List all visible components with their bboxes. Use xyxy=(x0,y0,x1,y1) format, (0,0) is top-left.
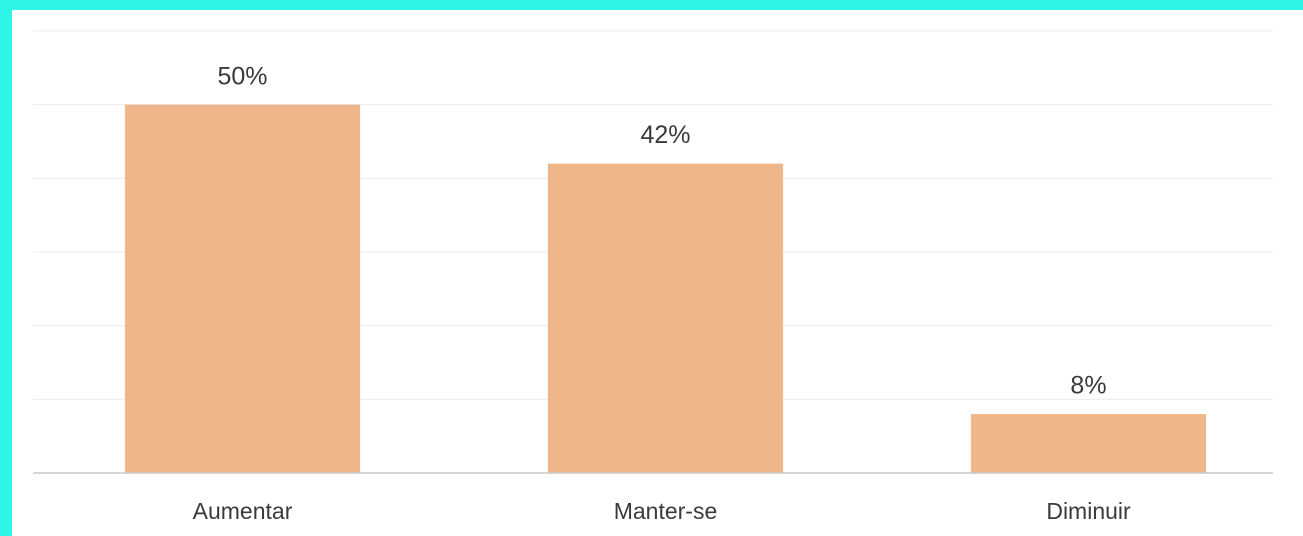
chart: 50% Aumentar 42% Manter-se 8% Diminuir xyxy=(12,10,1303,536)
bar xyxy=(970,414,1207,473)
x-tick-label: Manter-se xyxy=(614,498,718,524)
x-tick-label: Aumentar xyxy=(193,498,293,524)
value-label: 50% xyxy=(217,62,267,90)
bar xyxy=(124,104,361,474)
value-label: 42% xyxy=(640,121,690,149)
value-label: 8% xyxy=(1070,372,1106,400)
x-tick-label: Diminuir xyxy=(1046,498,1131,524)
bar xyxy=(547,163,784,473)
